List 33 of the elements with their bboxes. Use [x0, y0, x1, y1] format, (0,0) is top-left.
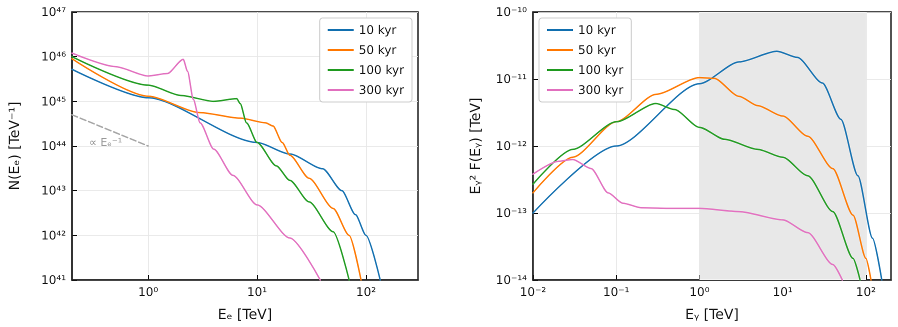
y-tick-label: 10⁴⁶: [41, 50, 66, 64]
legend-label: 300 kyr: [358, 83, 404, 97]
legend-label: 100 kyr: [358, 63, 404, 77]
y-tick-label: 10⁴²: [41, 228, 66, 242]
y-tick-label: 10⁴¹: [41, 273, 66, 287]
x-axis-title: Eₑ [TeV]: [218, 307, 272, 323]
y-tick-label: 10⁴⁴: [41, 139, 66, 153]
y-tick-label: 10⁴⁷: [41, 5, 66, 19]
legend-label: 300 kyr: [578, 83, 624, 97]
y-axis-title: N(Eₑ) [TeV⁻¹]: [7, 102, 23, 190]
y-axis-title: Eᵧ² F(Eᵧ) [TeV]: [468, 98, 484, 194]
x-tick-label: 10⁰: [689, 285, 710, 299]
y-tick-label: 10⁻¹¹: [496, 72, 528, 86]
y-tick-label: 10⁴³: [41, 184, 66, 198]
x-tick-label: 10¹: [247, 285, 268, 299]
y-tick-label: 10⁴⁵: [41, 94, 66, 108]
legend-label: 100 kyr: [578, 63, 624, 77]
x-tick-label: 10²: [356, 285, 376, 299]
y-tick-label: 10⁻¹³: [496, 206, 528, 220]
y-tick-label: 10⁻¹²: [496, 139, 528, 153]
y-tick-label: 10⁻¹⁴: [496, 273, 528, 287]
x-tick-label: 10⁰: [138, 285, 158, 299]
x-tick-label: 10⁻¹: [603, 285, 630, 299]
legend-label: 10 kyr: [358, 23, 396, 37]
legend-label: 50 kyr: [578, 43, 616, 57]
legend-label: 50 kyr: [358, 43, 396, 57]
x-tick-label: 10²: [856, 285, 876, 299]
annotation: ∝ Eₑ⁻¹: [89, 136, 122, 149]
x-axis-title: Eᵧ [TeV]: [685, 307, 739, 323]
y-tick-label: 10⁻¹⁰: [496, 5, 528, 19]
x-tick-label: 10⁻²: [520, 285, 546, 299]
x-tick-label: 10¹: [772, 285, 793, 299]
legend-label: 10 kyr: [578, 23, 616, 37]
